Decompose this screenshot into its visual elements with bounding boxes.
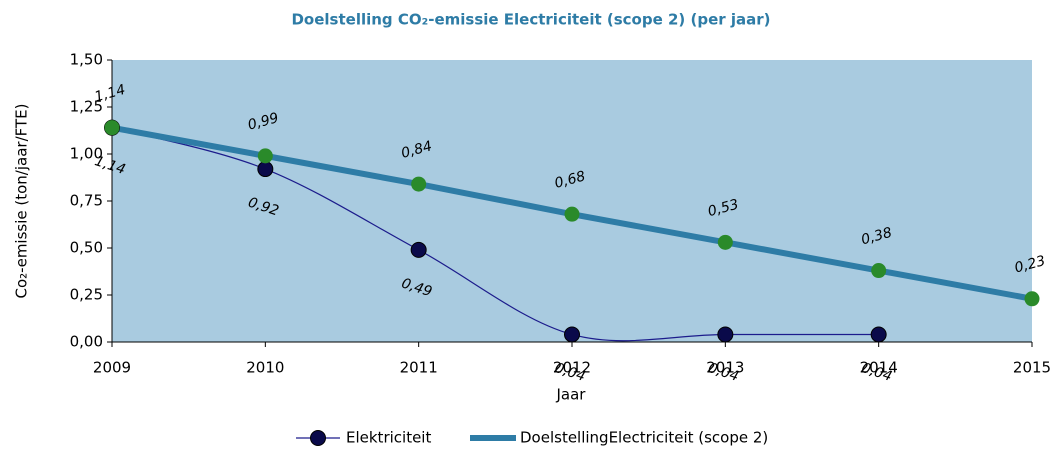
legend-marker: [310, 430, 326, 446]
point: [564, 206, 580, 222]
point: [104, 120, 120, 136]
x-tick-label: 2012: [553, 359, 591, 377]
x-tick-label: 2015: [1013, 359, 1051, 377]
data-label: 0,84: [400, 138, 434, 162]
y-tick-label: 0,00: [70, 333, 103, 351]
y-tick-label: 0,25: [70, 286, 103, 304]
y-tick-label: 0,50: [70, 239, 103, 257]
legend-label: DoelstellingElectriciteit (scope 2): [520, 429, 768, 447]
point: [717, 326, 734, 343]
point: [717, 234, 733, 250]
point: [1024, 291, 1040, 307]
point: [564, 326, 580, 343]
point: [257, 148, 273, 164]
data-label: 0,38: [860, 225, 894, 249]
legend-label: Elektriciteit: [346, 429, 431, 447]
x-tick-label: 2011: [400, 359, 438, 377]
point: [257, 161, 274, 178]
x-axis-label: Jaar: [556, 386, 587, 404]
x-tick-label: 2010: [246, 359, 284, 377]
x-tick-label: 2013: [706, 359, 744, 377]
point: [871, 263, 887, 279]
y-axis-label: Co₂-emissie (ton/jaar/FTE): [13, 104, 31, 299]
y-tick-label: 0,75: [70, 192, 103, 210]
point: [870, 326, 887, 343]
data-label: 0,23: [1013, 253, 1047, 277]
data-label: 1,14: [93, 82, 127, 106]
plot-area: [112, 60, 1032, 342]
point: [411, 176, 427, 192]
chart-title: Doelstelling CO₂-emissie Electriciteit (…: [291, 11, 770, 29]
y-tick-label: 1,50: [70, 51, 103, 69]
data-label: 0,53: [706, 197, 740, 221]
data-label: 0,99: [246, 110, 280, 134]
y-tick-label: 1,00: [70, 145, 103, 163]
x-tick-label: 2009: [93, 359, 131, 377]
data-label: 0,68: [553, 168, 587, 192]
series-line: [111, 127, 879, 342]
y-tick-label: 1,25: [70, 98, 103, 116]
point: [410, 241, 427, 258]
x-tick-label: 2014: [860, 359, 898, 377]
